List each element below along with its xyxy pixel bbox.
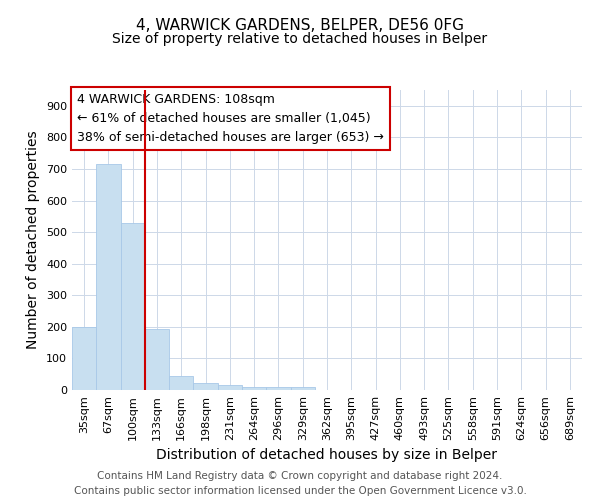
X-axis label: Distribution of detached houses by size in Belper: Distribution of detached houses by size …: [157, 448, 497, 462]
Text: Contains public sector information licensed under the Open Government Licence v3: Contains public sector information licen…: [74, 486, 526, 496]
Bar: [145, 330, 169, 390]
Text: 4, WARWICK GARDENS, BELPER, DE56 0FG: 4, WARWICK GARDENS, BELPER, DE56 0FG: [136, 18, 464, 32]
Bar: [218, 386, 242, 390]
Bar: [121, 222, 145, 390]
Bar: [96, 164, 121, 390]
Bar: [266, 388, 290, 390]
Text: Contains HM Land Registry data © Crown copyright and database right 2024.: Contains HM Land Registry data © Crown c…: [97, 471, 503, 481]
Bar: [72, 327, 96, 390]
Y-axis label: Number of detached properties: Number of detached properties: [26, 130, 40, 350]
Text: 4 WARWICK GARDENS: 108sqm
← 61% of detached houses are smaller (1,045)
38% of se: 4 WARWICK GARDENS: 108sqm ← 61% of detac…: [77, 93, 384, 144]
Bar: [290, 388, 315, 390]
Text: Size of property relative to detached houses in Belper: Size of property relative to detached ho…: [112, 32, 488, 46]
Bar: [193, 383, 218, 390]
Bar: [169, 376, 193, 390]
Bar: [242, 387, 266, 390]
